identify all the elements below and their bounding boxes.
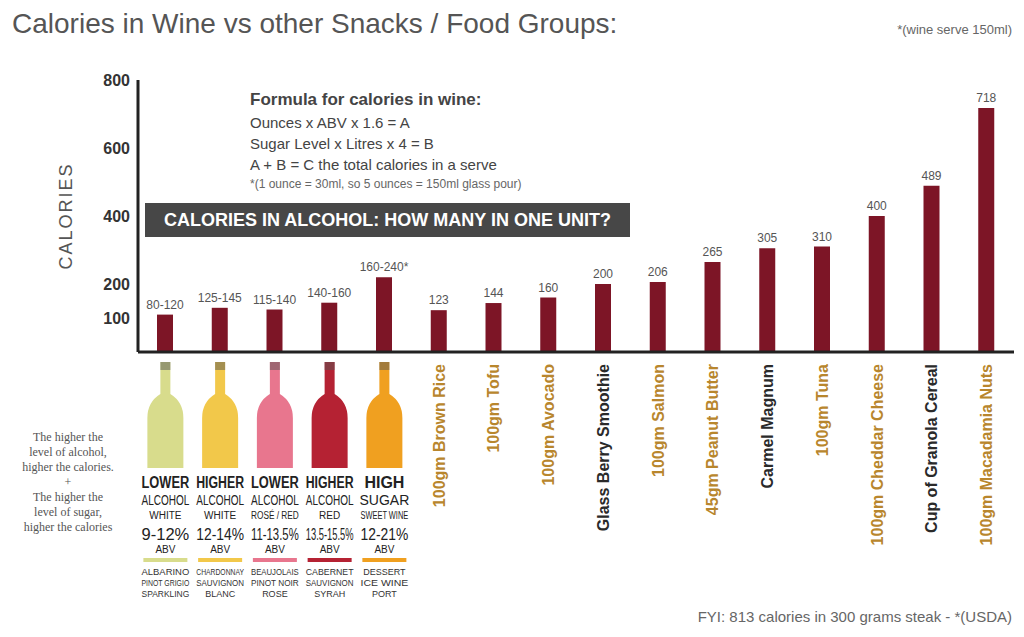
svg-text:PORT: PORT — [372, 589, 397, 599]
svg-text:ALCOHOL: ALCOHOL — [306, 492, 354, 508]
svg-text:SUGAR: SUGAR — [359, 492, 409, 508]
svg-text:489: 489 — [921, 169, 941, 183]
svg-text:160: 160 — [538, 281, 558, 295]
svg-text:HIGHER: HIGHER — [196, 474, 244, 491]
svg-text:BLANC: BLANC — [205, 589, 236, 599]
svg-text:100gm Brown Rice: 100gm Brown Rice — [431, 364, 448, 507]
svg-text:SWEET WINE: SWEET WINE — [361, 510, 409, 521]
svg-text:ALCOHOL: ALCOHOL — [251, 492, 299, 508]
svg-text:SAUVIGNON: SAUVIGNON — [196, 578, 244, 588]
svg-text:100gm Cheddar Cheese: 100gm Cheddar Cheese — [869, 364, 886, 546]
svg-text:100: 100 — [103, 310, 130, 327]
svg-text:PINOT GRIGIO: PINOT GRIGIO — [142, 578, 190, 588]
svg-text:Glass Berry Smoothie: Glass Berry Smoothie — [595, 364, 612, 531]
svg-text:ABV: ABV — [265, 544, 285, 555]
svg-text:400: 400 — [103, 208, 130, 225]
svg-text:ABV: ABV — [320, 544, 340, 555]
svg-text:718: 718 — [976, 91, 996, 105]
svg-text:ALCOHOL: ALCOHOL — [142, 492, 190, 508]
svg-text:LOWER: LOWER — [142, 474, 190, 491]
svg-text:115-140: 115-140 — [253, 293, 296, 307]
svg-text:200: 200 — [103, 276, 130, 293]
svg-text:80-120: 80-120 — [146, 298, 184, 312]
svg-text:305: 305 — [757, 231, 777, 245]
svg-text:ROSÉ / RED: ROSÉ / RED — [251, 509, 299, 521]
svg-text:SAUVIGNON: SAUVIGNON — [306, 578, 354, 588]
html-text:*(wine serve 150ml): *(wine serve 150ml) — [897, 22, 1012, 37]
svg-text:ROSE: ROSE — [262, 589, 288, 599]
svg-text:DESSERT: DESSERT — [363, 567, 406, 577]
svg-text:ALBARINO: ALBARINO — [142, 567, 190, 577]
html-text:The higher the: The higher the — [33, 430, 103, 444]
svg-text:144: 144 — [483, 286, 503, 300]
html-text:*(1 ounce = 30ml, so 5 ounces: *(1 ounce = 30ml, so 5 ounces = 150ml gl… — [250, 177, 522, 191]
svg-text:11-13.5%: 11-13.5% — [251, 526, 299, 543]
html-text:CALORIES IN ALCOHOL: HOW MANY: CALORIES IN ALCOHOL: HOW MANY IN ONE UNI… — [164, 210, 611, 230]
svg-text:CABERNET: CABERNET — [306, 567, 354, 577]
svg-text:WHITE: WHITE — [149, 510, 182, 521]
svg-text:12-14%: 12-14% — [196, 526, 244, 543]
svg-text:9-12%: 9-12% — [142, 526, 190, 543]
svg-text:LOWER: LOWER — [251, 474, 299, 491]
svg-text:CHARDONNAY: CHARDONNAY — [196, 567, 244, 577]
html-text:Sugar Level x Litres x 4 = B: Sugar Level x Litres x 4 = B — [250, 135, 434, 152]
html-text:level of alcohol,: level of alcohol, — [29, 445, 107, 459]
svg-text:Carmel Magnum: Carmel Magnum — [759, 364, 776, 488]
svg-text:ABV: ABV — [374, 544, 394, 555]
svg-text:SYRAH: SYRAH — [314, 589, 345, 599]
svg-text:13.5-15.5%: 13.5-15.5% — [306, 526, 354, 543]
svg-text:600: 600 — [103, 140, 130, 157]
svg-text:ABV: ABV — [155, 544, 175, 555]
html-text:CALORIES: CALORIES — [55, 162, 76, 270]
html-text:The higher the: The higher the — [33, 490, 103, 504]
svg-text:ABV: ABV — [210, 544, 230, 555]
svg-text:BEAUJOLAIS: BEAUJOLAIS — [251, 567, 299, 577]
svg-text:123: 123 — [429, 293, 449, 307]
svg-text:SPARKLING: SPARKLING — [142, 589, 190, 599]
svg-text:PINOT NOIR: PINOT NOIR — [251, 578, 299, 588]
svg-text:400: 400 — [867, 199, 887, 213]
svg-text:206: 206 — [648, 265, 668, 279]
svg-text:HIGHER: HIGHER — [306, 474, 354, 491]
svg-text:100gm Avocado: 100gm Avocado — [540, 364, 557, 486]
svg-text:ALCOHOL: ALCOHOL — [196, 492, 244, 508]
html-text:FYI: 813 calories in 300 grams: FYI: 813 calories in 300 grams steak - *… — [697, 608, 1012, 625]
svg-text:310: 310 — [812, 230, 832, 244]
svg-text:Cup of Granola Cereal: Cup of Granola Cereal — [923, 364, 940, 533]
svg-text:800: 800 — [103, 72, 130, 89]
svg-text:HIGH: HIGH — [364, 474, 404, 491]
svg-text:265: 265 — [702, 245, 722, 259]
html-text:level of sugar,: level of sugar, — [34, 505, 102, 519]
svg-text:12-21%: 12-21% — [361, 526, 409, 543]
html-text:higher the calories: higher the calories — [23, 520, 113, 534]
html-text:Ounces x ABV x 1.6 = A: Ounces x ABV x 1.6 = A — [250, 114, 410, 131]
svg-text:160-240*: 160-240* — [360, 260, 409, 274]
svg-text:WHITE: WHITE — [204, 510, 237, 521]
html-text:A + B = C the total calories i: A + B = C the total calories in a serve — [250, 156, 497, 173]
html-text:Formula for calories in wine:: Formula for calories in wine: — [250, 90, 482, 109]
svg-text:ICE WINE: ICE WINE — [361, 578, 409, 588]
svg-text:45gm Peanut Butter: 45gm Peanut Butter — [704, 364, 721, 515]
html-text:Calories in Wine vs other Snac: Calories in Wine vs other Snacks / Food … — [12, 8, 618, 39]
svg-text:100gm Salmon: 100gm Salmon — [650, 364, 667, 477]
svg-text:140-160: 140-160 — [307, 286, 351, 300]
svg-text:100gm Macadamia Nuts: 100gm Macadamia Nuts — [978, 364, 995, 546]
svg-text:100gm Tuna: 100gm Tuna — [814, 364, 831, 456]
svg-text:100gm Tofu: 100gm Tofu — [485, 364, 502, 453]
html-text:higher the calories.: higher the calories. — [22, 460, 114, 474]
svg-text:RED: RED — [319, 510, 340, 521]
svg-text:125-145: 125-145 — [198, 291, 242, 305]
svg-text:200: 200 — [593, 267, 613, 281]
